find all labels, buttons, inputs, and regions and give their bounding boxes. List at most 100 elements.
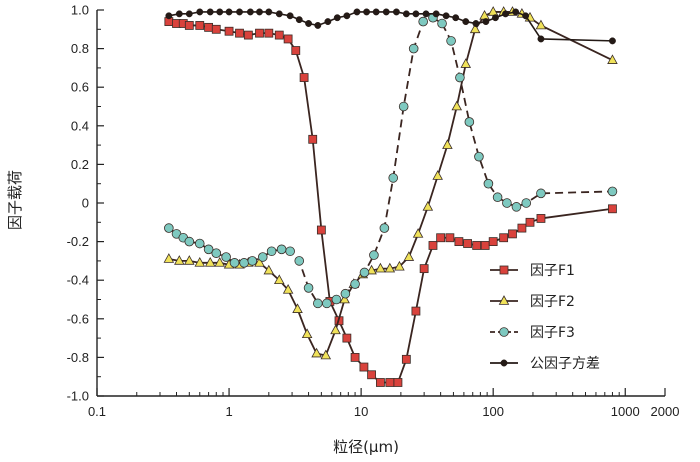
y-tick-label: 0.2 [71,157,89,172]
series-3-point [194,238,205,249]
series-1-point [385,378,395,387]
series-3-point [369,250,379,260]
series-3-point [359,267,370,278]
legend-marker [499,265,509,275]
series-3-point [446,36,456,46]
series-4-point [324,18,332,26]
series-1-point [367,370,376,380]
series-1-point [224,26,234,36]
series-3-point [408,43,419,54]
series-3-point [379,223,390,233]
series-2-point [339,293,350,304]
series-3-point [340,288,351,299]
series-2-point [403,251,415,261]
y-axis-title: 因子载荷 [6,170,24,230]
y-tick-label: -0.6 [67,311,89,326]
series-1-point [454,237,464,247]
series-3-point [511,202,522,212]
legend-marker [499,327,509,337]
series-4-point [236,8,243,16]
series-4-point [175,10,183,18]
series-4-point [216,8,224,16]
series-1-point [411,306,421,316]
series-2-point [412,228,424,238]
x-tick-label: 0.1 [88,404,106,419]
series-4-point [196,8,204,16]
series-2-point [375,262,386,273]
series-4-point [432,10,440,18]
series-3-point [483,178,494,189]
y-tick-label: -1.0 [67,389,89,404]
series-3-point [331,294,342,305]
series-2-point [422,201,434,211]
series-2-point [301,328,313,339]
series-2-point [432,170,443,180]
series-3-point [521,198,532,208]
series-2-point [163,253,175,263]
series-4-point [286,12,294,20]
legend-marker [500,359,508,367]
series-4 [165,8,616,45]
series-3-point [276,244,287,255]
series-2-point [469,23,481,34]
series-1-point [608,204,617,214]
x-tick-label: 10 [354,404,368,419]
x-tick-label: 1000 [611,404,640,419]
series-3-point [266,246,277,257]
series-1-point [342,333,352,343]
series-2-point [273,274,285,285]
series-1-point [291,46,301,55]
series-4-point [343,12,351,20]
series-3-point [303,283,314,293]
series-3-point [607,186,618,197]
series-1-point [445,233,455,243]
series-3 [164,12,618,309]
y-tick-label: 0.6 [71,80,89,95]
series-1-point [472,241,482,250]
series-3-point [502,198,512,208]
series-3-point [285,246,295,257]
series-3-point [455,72,465,83]
series-2-point [174,255,185,265]
series-4-point [402,10,410,18]
series-1-point [480,241,490,250]
series-2-point [607,54,618,64]
series-3-point [322,298,332,309]
series-4-point [372,8,380,16]
series-4-point [462,18,470,26]
series-4-point [482,18,490,26]
series-1-point [204,22,214,32]
series-4-point [295,16,303,24]
y-tick-label: 0 [82,196,89,211]
series-4-point [512,8,520,16]
series-4-point [422,10,430,18]
series-1-point [274,30,284,40]
legend-marker [498,295,510,305]
series-4-point [472,20,480,27]
series-1-point [419,264,429,274]
series-1-point [508,229,517,239]
series-1-point [211,24,221,34]
series-1-point [488,237,498,247]
series-1-point [184,21,194,30]
series-3-point [350,279,360,289]
series-3-point [492,192,503,203]
series-3-point [313,298,323,309]
series-4-point [333,14,341,22]
series-3-point [203,244,214,255]
series-3-point [184,236,195,247]
series-2-point [254,256,265,267]
series-3-point [239,258,249,268]
series-1-point [536,214,546,223]
series-2-point [384,262,396,273]
series-1-point [235,28,244,38]
series-1-point [299,73,309,82]
series-4-point [265,8,273,16]
series-2-point [460,58,472,68]
series-2-point [394,260,405,271]
axes-layer: 1.0 0.8 0.6 0.4 0.2 0 -0.2 -0.4 -0.6 -0.8 -1.00.1 1… [67,3,680,420]
y-tick-label: 1.0 [71,3,89,18]
series-4-point [206,8,214,16]
series-4-point [452,14,460,22]
